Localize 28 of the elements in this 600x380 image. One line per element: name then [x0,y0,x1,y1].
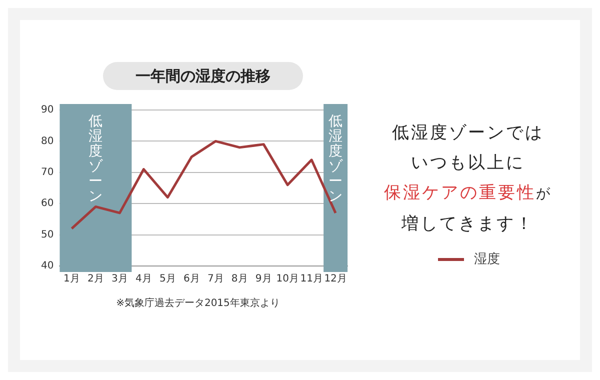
x-tick-label: 6月 [183,274,200,285]
y-tick-label: 70 [40,166,54,178]
x-tick-label: 4月 [135,274,152,285]
x-tick-label: 3月 [112,274,128,285]
legend-label: 湿度 [474,251,500,268]
x-tick-label: 10月 [276,274,299,285]
x-tick-label: 12月 [324,274,347,285]
y-tick-label: 60 [40,198,54,210]
x-tick-label: 5月 [159,274,176,285]
text: 増してきます！ [400,213,536,236]
band-label: 低湿度ゾーン [88,114,104,205]
x-tick-label: 2月 [88,274,104,285]
text: いつも以上に [410,152,526,175]
x-tick-label: 11月 [300,274,323,285]
x-tick-label: 9月 [255,274,272,285]
text: が [536,186,552,202]
chart-title: 一年間の湿度の推移 [103,62,303,90]
text: ※気象庁過去データ2015年東京より [115,296,281,310]
text: 低湿度ゾーンでは [391,122,545,145]
y-tick-label: 90 [40,104,54,116]
y-tick-label: 50 [40,229,54,240]
band-label: 低湿度ゾーン [328,114,344,205]
y-tick-label: 80 [40,136,54,147]
x-tick-label: 1月 [64,274,80,285]
x-tick-label: 8月 [231,274,248,285]
text: 保湿ケアの重要性 [384,183,536,203]
x-tick-label: 7月 [207,274,224,285]
y-tick-label: 40 [40,260,54,272]
